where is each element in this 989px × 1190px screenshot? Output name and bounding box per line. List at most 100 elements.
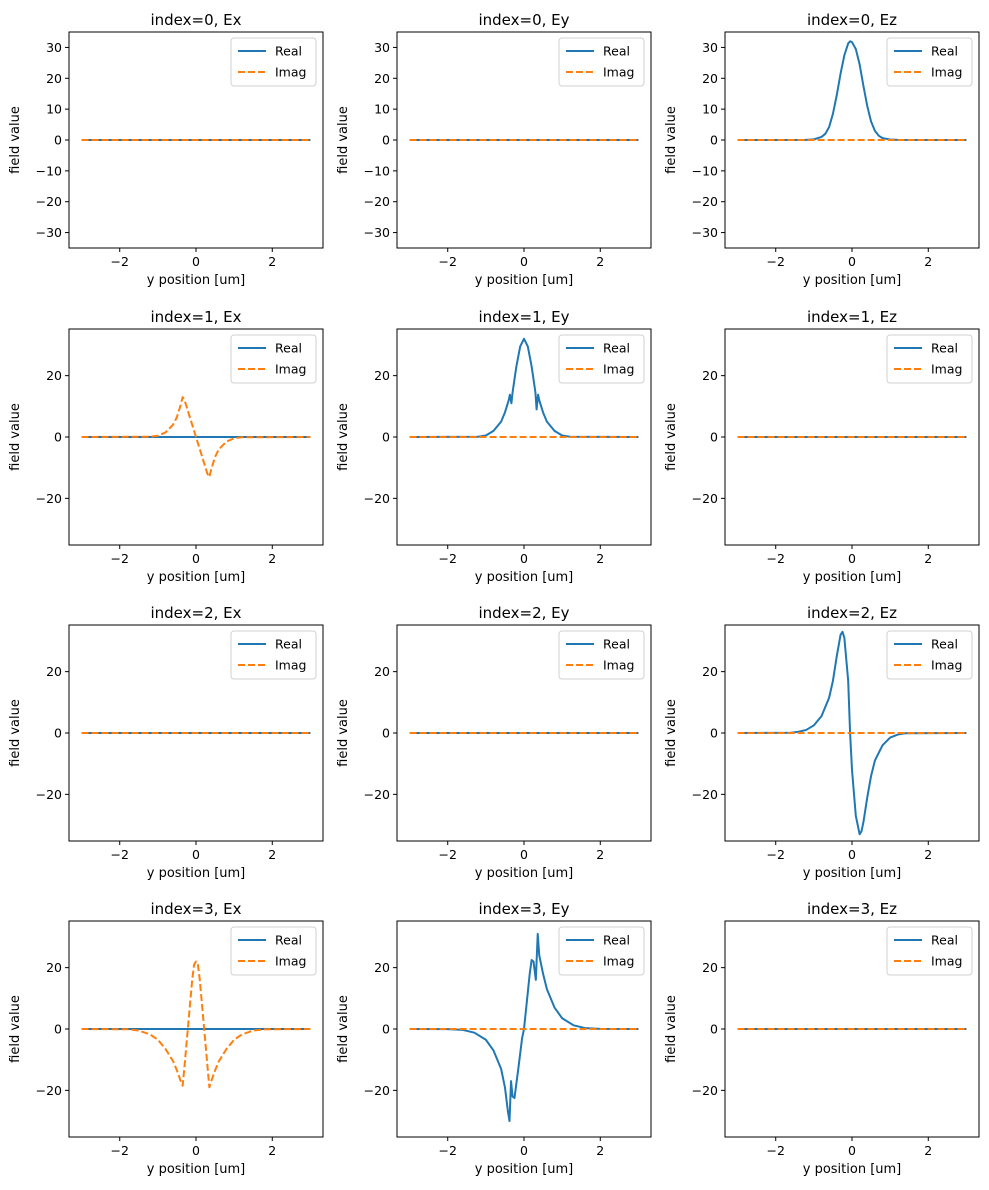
- x-tick-label: −2: [767, 1143, 785, 1158]
- x-tick-label: −2: [111, 1143, 129, 1158]
- y-tick-label: 30: [46, 40, 62, 55]
- legend: Real Imag: [886, 926, 973, 976]
- y-tick-label: 10: [702, 102, 718, 117]
- x-tick-label: 0: [192, 254, 200, 269]
- y-tick-label: 20: [46, 960, 62, 975]
- y-tick-label: −20: [364, 194, 390, 209]
- y-axis-label: field value: [336, 106, 351, 174]
- x-tick-label: 2: [596, 847, 604, 862]
- y-axis-label: field value: [336, 995, 351, 1063]
- legend-label: Imag: [931, 658, 962, 673]
- y-tick-label: 20: [702, 368, 718, 383]
- legend-label: Real: [931, 44, 958, 59]
- x-tick-label: 0: [520, 254, 528, 269]
- legend-label: Real: [603, 44, 630, 59]
- x-tick-label: 2: [924, 254, 932, 269]
- y-tick-label: 20: [702, 664, 718, 679]
- y-tick-label: 0: [54, 430, 62, 445]
- legend: Real Imag: [230, 334, 317, 384]
- subplot-title: index=0, Ey: [478, 11, 569, 29]
- legend: Real Imag: [886, 630, 973, 680]
- legend-label: Imag: [603, 658, 634, 673]
- y-tick-label: −20: [364, 787, 390, 802]
- y-tick-label: 0: [382, 726, 390, 741]
- legend-label: Imag: [275, 954, 306, 969]
- legend-label: Imag: [931, 954, 962, 969]
- y-tick-label: 0: [710, 1022, 718, 1037]
- x-tick-label: 0: [520, 847, 528, 862]
- y-tick-label: −20: [692, 194, 718, 209]
- x-tick-label: −2: [111, 254, 129, 269]
- x-axis-label: y position [um]: [147, 570, 246, 585]
- x-axis-label: y position [um]: [803, 570, 902, 585]
- x-tick-label: 0: [192, 847, 200, 862]
- legend: Real Imag: [230, 630, 317, 680]
- x-tick-label: −2: [767, 254, 785, 269]
- y-tick-label: 20: [374, 664, 390, 679]
- x-tick-label: 2: [268, 1143, 276, 1158]
- y-tick-label: 0: [710, 726, 718, 741]
- subplot-title: index=3, Ex: [150, 900, 241, 918]
- x-tick-label: −2: [439, 847, 457, 862]
- y-tick-label: −20: [692, 1083, 718, 1098]
- y-axis-label: field value: [8, 995, 23, 1063]
- x-axis-label: y position [um]: [803, 273, 902, 288]
- x-tick-label: 0: [192, 551, 200, 566]
- x-axis-label: y position [um]: [803, 1162, 902, 1177]
- legend-label: Imag: [603, 362, 634, 377]
- x-axis-label: y position [um]: [147, 1162, 246, 1177]
- legend-label: Imag: [603, 954, 634, 969]
- legend: Real Imag: [886, 334, 973, 384]
- legend-label: Real: [603, 933, 630, 948]
- y-tick-label: 10: [374, 102, 390, 117]
- legend-label: Real: [603, 341, 630, 356]
- series-line-real: [737, 40, 967, 141]
- x-tick-label: −2: [439, 254, 457, 269]
- x-tick-label: −2: [111, 847, 129, 862]
- y-tick-label: 20: [374, 368, 390, 383]
- y-axis-label: field value: [664, 106, 679, 174]
- y-tick-label: 30: [374, 40, 390, 55]
- x-tick-label: 2: [596, 551, 604, 566]
- legend-label: Imag: [275, 65, 306, 80]
- subplot-title: index=1, Ey: [478, 308, 569, 326]
- y-tick-label: −20: [36, 1083, 62, 1098]
- x-axis-label: y position [um]: [803, 866, 902, 881]
- y-tick-label: −20: [36, 787, 62, 802]
- y-tick-label: 0: [710, 430, 718, 445]
- y-tick-label: 0: [382, 1022, 390, 1037]
- y-tick-label: 20: [374, 960, 390, 975]
- y-tick-label: −10: [692, 163, 718, 178]
- legend-label: Real: [275, 44, 302, 59]
- x-tick-label: −2: [439, 1143, 457, 1158]
- series-line-real: [409, 337, 639, 438]
- x-axis-label: y position [um]: [475, 1162, 574, 1177]
- legend: Real Imag: [230, 926, 317, 976]
- legend: Real Imag: [558, 630, 645, 680]
- legend-label: Imag: [603, 65, 634, 80]
- x-tick-label: −2: [767, 551, 785, 566]
- y-tick-label: 20: [702, 71, 718, 86]
- x-tick-label: 2: [596, 1143, 604, 1158]
- legend: Real Imag: [558, 334, 645, 384]
- subplot-title: index=2, Ey: [478, 604, 569, 622]
- y-tick-label: 0: [54, 1022, 62, 1037]
- legend: Real Imag: [558, 926, 645, 976]
- x-tick-label: 0: [192, 1143, 200, 1158]
- x-tick-label: 2: [268, 254, 276, 269]
- legend-label: Imag: [275, 658, 306, 673]
- y-tick-label: −30: [36, 225, 62, 240]
- subplot-title: index=0, Ex: [150, 11, 241, 29]
- subplot-title: index=3, Ey: [478, 900, 569, 918]
- subplot-title: index=1, Ex: [150, 308, 241, 326]
- y-tick-label: 20: [46, 71, 62, 86]
- y-axis-label: field value: [8, 403, 23, 471]
- x-tick-label: 0: [848, 254, 856, 269]
